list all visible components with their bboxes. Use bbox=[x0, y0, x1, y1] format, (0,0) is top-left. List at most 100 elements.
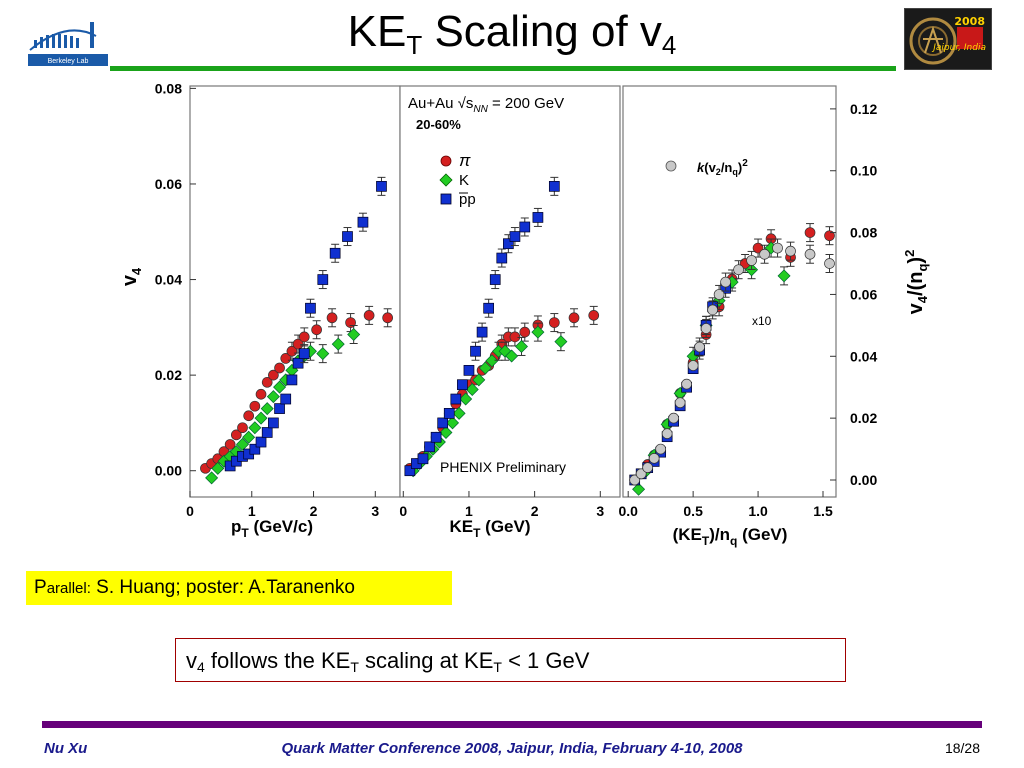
data-point-left-diamond bbox=[316, 347, 330, 361]
data-point-middle-diamond bbox=[465, 382, 479, 396]
data-point-left-square bbox=[249, 443, 261, 455]
legend-v2-label: k(v2/nq)2 bbox=[697, 158, 748, 177]
data-point-right-circle bbox=[713, 289, 725, 300]
x-tick-label-middle: 1 bbox=[465, 503, 473, 519]
data-point-right-circle bbox=[694, 341, 705, 353]
footer-page-number: 18/28 bbox=[944, 740, 980, 756]
data-point-left-circle bbox=[249, 400, 261, 412]
data-point-middle-square bbox=[476, 326, 488, 338]
data-point-right-diamond bbox=[632, 482, 646, 496]
data-point-middle-diamond bbox=[452, 406, 466, 420]
data-point-left-square bbox=[292, 357, 304, 369]
data-point-middle-diamond bbox=[485, 354, 499, 368]
data-point-middle-square bbox=[483, 302, 495, 314]
data-point-right-circle bbox=[661, 428, 673, 439]
title-divider bbox=[110, 66, 896, 71]
data-point-left-circle bbox=[280, 353, 292, 364]
data-point-left-square bbox=[342, 231, 353, 242]
data-point-middle-square bbox=[457, 379, 468, 391]
footer-conference: Quark Matter Conference 2008, Jaipur, In… bbox=[281, 740, 743, 757]
data-point-left-circle bbox=[268, 369, 279, 381]
data-point-right-circle bbox=[772, 242, 783, 254]
parallel-talk-note: Parallel: S. Huang; poster: A.Taranenko bbox=[26, 571, 452, 605]
dancer-emblem-icon bbox=[909, 17, 983, 65]
data-point-left-circle bbox=[230, 429, 242, 441]
data-point-right-circle bbox=[655, 443, 667, 455]
data-point-middle-square bbox=[417, 453, 429, 465]
data-point-middle-diamond bbox=[514, 339, 528, 353]
annotation-x10: x10 bbox=[752, 314, 772, 328]
data-point-right-circle bbox=[746, 255, 757, 266]
data-point-middle-diamond bbox=[478, 361, 492, 375]
data-point-middle-circle bbox=[588, 310, 600, 321]
data-point-right-circle bbox=[687, 360, 699, 371]
data-point-middle-square bbox=[489, 274, 501, 285]
data-point-right-circle bbox=[648, 452, 660, 464]
x-tick-label-middle: 2 bbox=[531, 503, 539, 519]
data-point-left-square bbox=[261, 427, 273, 438]
data-point-middle-square bbox=[470, 345, 481, 357]
data-point-middle-circle bbox=[509, 331, 521, 343]
data-point-left-circle bbox=[311, 324, 322, 336]
data-point-left-diamond bbox=[331, 337, 345, 351]
y-tick-label-right: 0.00 bbox=[850, 472, 877, 488]
legend-pion-label: π bbox=[459, 151, 471, 170]
data-point-left-diamond bbox=[248, 421, 262, 435]
data-point-right-circle bbox=[674, 397, 686, 409]
data-point-left-circle bbox=[363, 310, 375, 321]
left-xlabel: pT (GeV/c) bbox=[231, 517, 313, 540]
y-tick-label-left: 0.02 bbox=[155, 367, 182, 383]
legend-kaon-marker bbox=[439, 173, 453, 187]
x-tick-label-right: 1.0 bbox=[748, 503, 768, 519]
legend: π K pp bbox=[439, 151, 476, 208]
data-point-right-circle bbox=[668, 412, 680, 424]
legend-pion-marker bbox=[440, 155, 452, 167]
x-tick-label-left: 0 bbox=[186, 503, 194, 519]
data-point-right-circle bbox=[733, 264, 744, 276]
data-point-left-circle bbox=[243, 410, 255, 422]
data-point-left-diamond bbox=[236, 437, 249, 451]
data-point-left-square bbox=[280, 393, 292, 405]
x-tick-label-left: 3 bbox=[371, 503, 379, 519]
data-point-middle-diamond bbox=[459, 392, 473, 406]
data-point-left-circle bbox=[261, 376, 273, 388]
y-tick-label-left: 0.08 bbox=[155, 80, 182, 96]
annotation-phenix: PHENIX Preliminary bbox=[440, 459, 566, 475]
y-tick-label-right: 0.04 bbox=[850, 348, 877, 364]
data-point-left-square bbox=[298, 348, 310, 359]
data-point-middle-square bbox=[424, 441, 435, 453]
data-point-left-diamond bbox=[254, 411, 268, 425]
data-point-middle-square bbox=[519, 221, 531, 233]
data-point-middle-square bbox=[548, 181, 560, 192]
x-tick-label-left: 1 bbox=[248, 503, 256, 519]
data-point-middle-square bbox=[450, 393, 462, 405]
data-point-right-circle bbox=[700, 323, 712, 334]
data-point-left-square bbox=[268, 417, 279, 429]
data-point-right-circle bbox=[720, 276, 731, 288]
x-tick-label-right: 0.5 bbox=[683, 503, 703, 519]
data-point-left-circle bbox=[274, 362, 285, 374]
y-tick-label-right: 0.12 bbox=[850, 101, 877, 117]
data-point-left-circle bbox=[382, 312, 393, 324]
logo-year: 2008 bbox=[954, 15, 985, 28]
data-point-left-square bbox=[305, 302, 316, 314]
data-point-middle-diamond bbox=[531, 325, 545, 339]
data-point-left-circle bbox=[298, 331, 310, 343]
data-point-middle-square bbox=[532, 212, 544, 223]
data-point-left-diamond bbox=[242, 430, 256, 444]
data-point-middle-square bbox=[430, 431, 442, 443]
data-point-middle-diamond bbox=[446, 416, 460, 430]
data-point-middle-diamond bbox=[439, 425, 453, 439]
data-point-left-square bbox=[376, 181, 387, 192]
data-point-left-square bbox=[357, 216, 369, 228]
data-point-right-diamond bbox=[777, 269, 791, 283]
panel-frame-left bbox=[189, 85, 401, 498]
data-point-middle-square bbox=[509, 231, 521, 242]
data-point-middle-diamond bbox=[505, 349, 519, 363]
x-tick-label-right: 0.0 bbox=[618, 503, 638, 519]
right-xlabel: (KET)/nq (GeV) bbox=[673, 525, 788, 548]
data-point-middle-square bbox=[503, 238, 514, 250]
data-point-left-circle bbox=[237, 422, 248, 434]
conclusion-box: v4 follows the KET scaling at KET < 1 Ge… bbox=[175, 638, 846, 682]
x-tick-label-middle: 3 bbox=[596, 503, 604, 519]
